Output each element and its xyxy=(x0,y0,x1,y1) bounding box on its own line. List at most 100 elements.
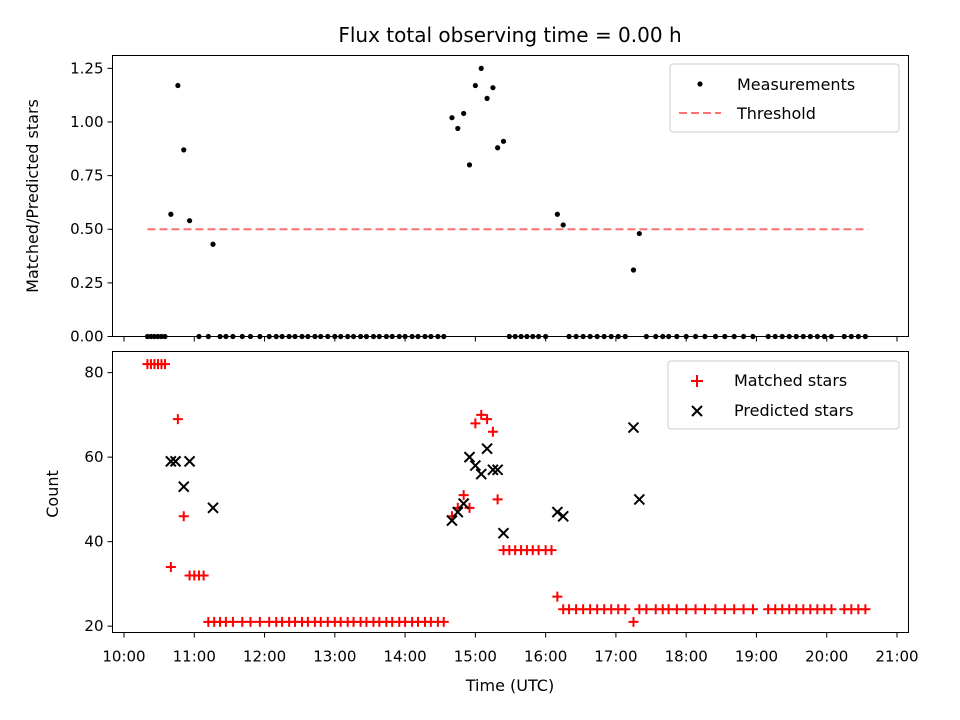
bottom-x-tick-label: 18:00 xyxy=(665,648,708,666)
measurement-point xyxy=(175,82,181,89)
flux-ratio-panel: Flux total observing time = 0.00 h Match… xyxy=(23,23,909,346)
top-y-tick-label: 1.25 xyxy=(70,59,103,77)
top-y-tick-label: 0.00 xyxy=(70,328,103,346)
legend-label-measurements: Measurements xyxy=(737,75,855,94)
measurement-point xyxy=(495,145,501,151)
predicted-stars-point xyxy=(457,497,470,510)
bottom-x-tick-label: 20:00 xyxy=(805,648,848,666)
measurement-point xyxy=(500,138,507,144)
chart-title: Flux total observing time = 0.00 h xyxy=(338,23,681,47)
predicted-stars-point xyxy=(557,510,569,523)
matched-stars-point xyxy=(699,604,710,615)
bottom-y-tick-label: 60 xyxy=(84,448,103,466)
bottom-x-tick-label: 16:00 xyxy=(524,648,567,666)
matched-stars-point xyxy=(227,616,238,627)
matched-stars-point xyxy=(470,418,481,429)
top-y-tick-label: 1.00 xyxy=(70,113,103,131)
top-y-axis-label: Matched/Predicted stars xyxy=(23,99,42,293)
measurement-point xyxy=(455,125,461,132)
matched-stars-point xyxy=(178,511,189,522)
matched-stars-point xyxy=(254,616,265,627)
bottom-x-tick-label: 12:00 xyxy=(243,648,286,666)
star-count-panel: Count Time (UTC) 20 40 60 80 10:00 11:00 12:0… xyxy=(43,351,919,695)
measurement-point xyxy=(472,82,478,89)
measurement-point xyxy=(449,115,455,121)
top-axes-frame xyxy=(112,55,909,337)
predicted-stars-point xyxy=(446,514,458,527)
bottom-x-tick-label: 21:00 xyxy=(875,648,918,666)
legend-marker-matched-stars xyxy=(691,375,703,387)
matched-stars-point xyxy=(738,604,749,615)
measurement-point xyxy=(210,241,216,247)
measurement-point xyxy=(636,230,642,237)
matched-stars-point xyxy=(245,616,256,627)
bottom-x-tick-label: 14:00 xyxy=(383,648,426,666)
legend-label-threshold: Threshold xyxy=(736,104,816,123)
top-y-tick-label: 0.75 xyxy=(70,167,103,185)
matched-stars-point xyxy=(492,494,503,505)
top-y-tick-label: 0.25 xyxy=(70,274,103,292)
bottom-x-tick-label: 13:00 xyxy=(313,648,356,666)
predicted-stars-point xyxy=(165,455,177,468)
predicted-stars-point xyxy=(169,455,182,468)
matched-stars-point xyxy=(546,545,557,556)
matched-stars-point xyxy=(458,490,469,501)
top-legend-box xyxy=(669,63,900,133)
x-axis-label: Time (UTC) xyxy=(465,676,554,695)
measurement-point xyxy=(478,65,484,71)
bottom-legend: Matched stars Predicted stars xyxy=(667,360,900,430)
bottom-x-tick-label: 17:00 xyxy=(594,648,637,666)
top-legend: Measurements Threshold xyxy=(669,63,900,133)
predicted-stars-point xyxy=(481,442,493,455)
bottom-y-ticks: 20 40 60 80 xyxy=(84,364,113,635)
top-y-tick-label: 0.50 xyxy=(70,220,103,238)
matched-stars-point xyxy=(671,604,682,615)
matched-stars-point xyxy=(729,604,740,615)
matched-stars-point xyxy=(165,562,176,573)
measurement-point xyxy=(186,218,193,224)
matched-stars-point xyxy=(860,604,871,615)
predicted-stars-point xyxy=(475,468,487,480)
predicted-stars-point xyxy=(497,527,510,539)
matched-stars-point xyxy=(641,604,652,615)
matched-stars-point xyxy=(628,616,639,627)
predicted-stars-point xyxy=(207,502,219,514)
matched-stars-point xyxy=(172,414,183,425)
top-y-ticks: 0.00 0.25 0.50 0.75 1.00 1.25 xyxy=(70,59,113,346)
predicted-stars-point xyxy=(469,459,482,472)
predicted-stars-point xyxy=(491,464,504,476)
matched-stars-point xyxy=(159,359,170,370)
matched-stars-point xyxy=(826,604,837,615)
legend-marker-predicted-stars xyxy=(691,405,703,417)
matched-stars-point xyxy=(690,604,701,615)
bottom-x-tick-label: 15:00 xyxy=(454,648,497,666)
predicted-stars-point xyxy=(452,506,464,518)
measurement-point xyxy=(484,95,490,102)
matched-stars-point xyxy=(681,604,692,615)
bottom-plot-marks xyxy=(142,359,871,627)
matched-stars-point xyxy=(482,414,493,425)
bottom-y-tick-label: 40 xyxy=(84,533,103,551)
predicted-stars-point xyxy=(633,493,646,506)
measurement-point xyxy=(461,110,467,117)
matched-stars-point xyxy=(198,570,209,581)
measurement-point xyxy=(466,162,473,168)
measurement-point xyxy=(630,267,637,273)
bottom-x-tick-label: 10:00 xyxy=(102,648,145,666)
predicted-stars-point xyxy=(178,481,190,493)
matched-stars-point xyxy=(620,604,631,615)
matched-stars-point xyxy=(464,502,475,513)
measurement-point xyxy=(168,211,174,217)
bottom-x-tick-label: 11:00 xyxy=(173,648,216,666)
measurement-point xyxy=(560,222,566,228)
matched-stars-point xyxy=(747,604,758,615)
matched-stars-point xyxy=(476,409,487,420)
bottom-legend-box xyxy=(667,360,900,430)
matched-stars-point xyxy=(719,604,730,615)
predicted-stars-point xyxy=(487,464,499,476)
bottom-y-tick-label: 20 xyxy=(84,617,103,635)
bottom-axes-frame xyxy=(112,351,909,633)
predicted-stars-point xyxy=(463,451,476,463)
bottom-x-tick-label: 19:00 xyxy=(735,648,778,666)
